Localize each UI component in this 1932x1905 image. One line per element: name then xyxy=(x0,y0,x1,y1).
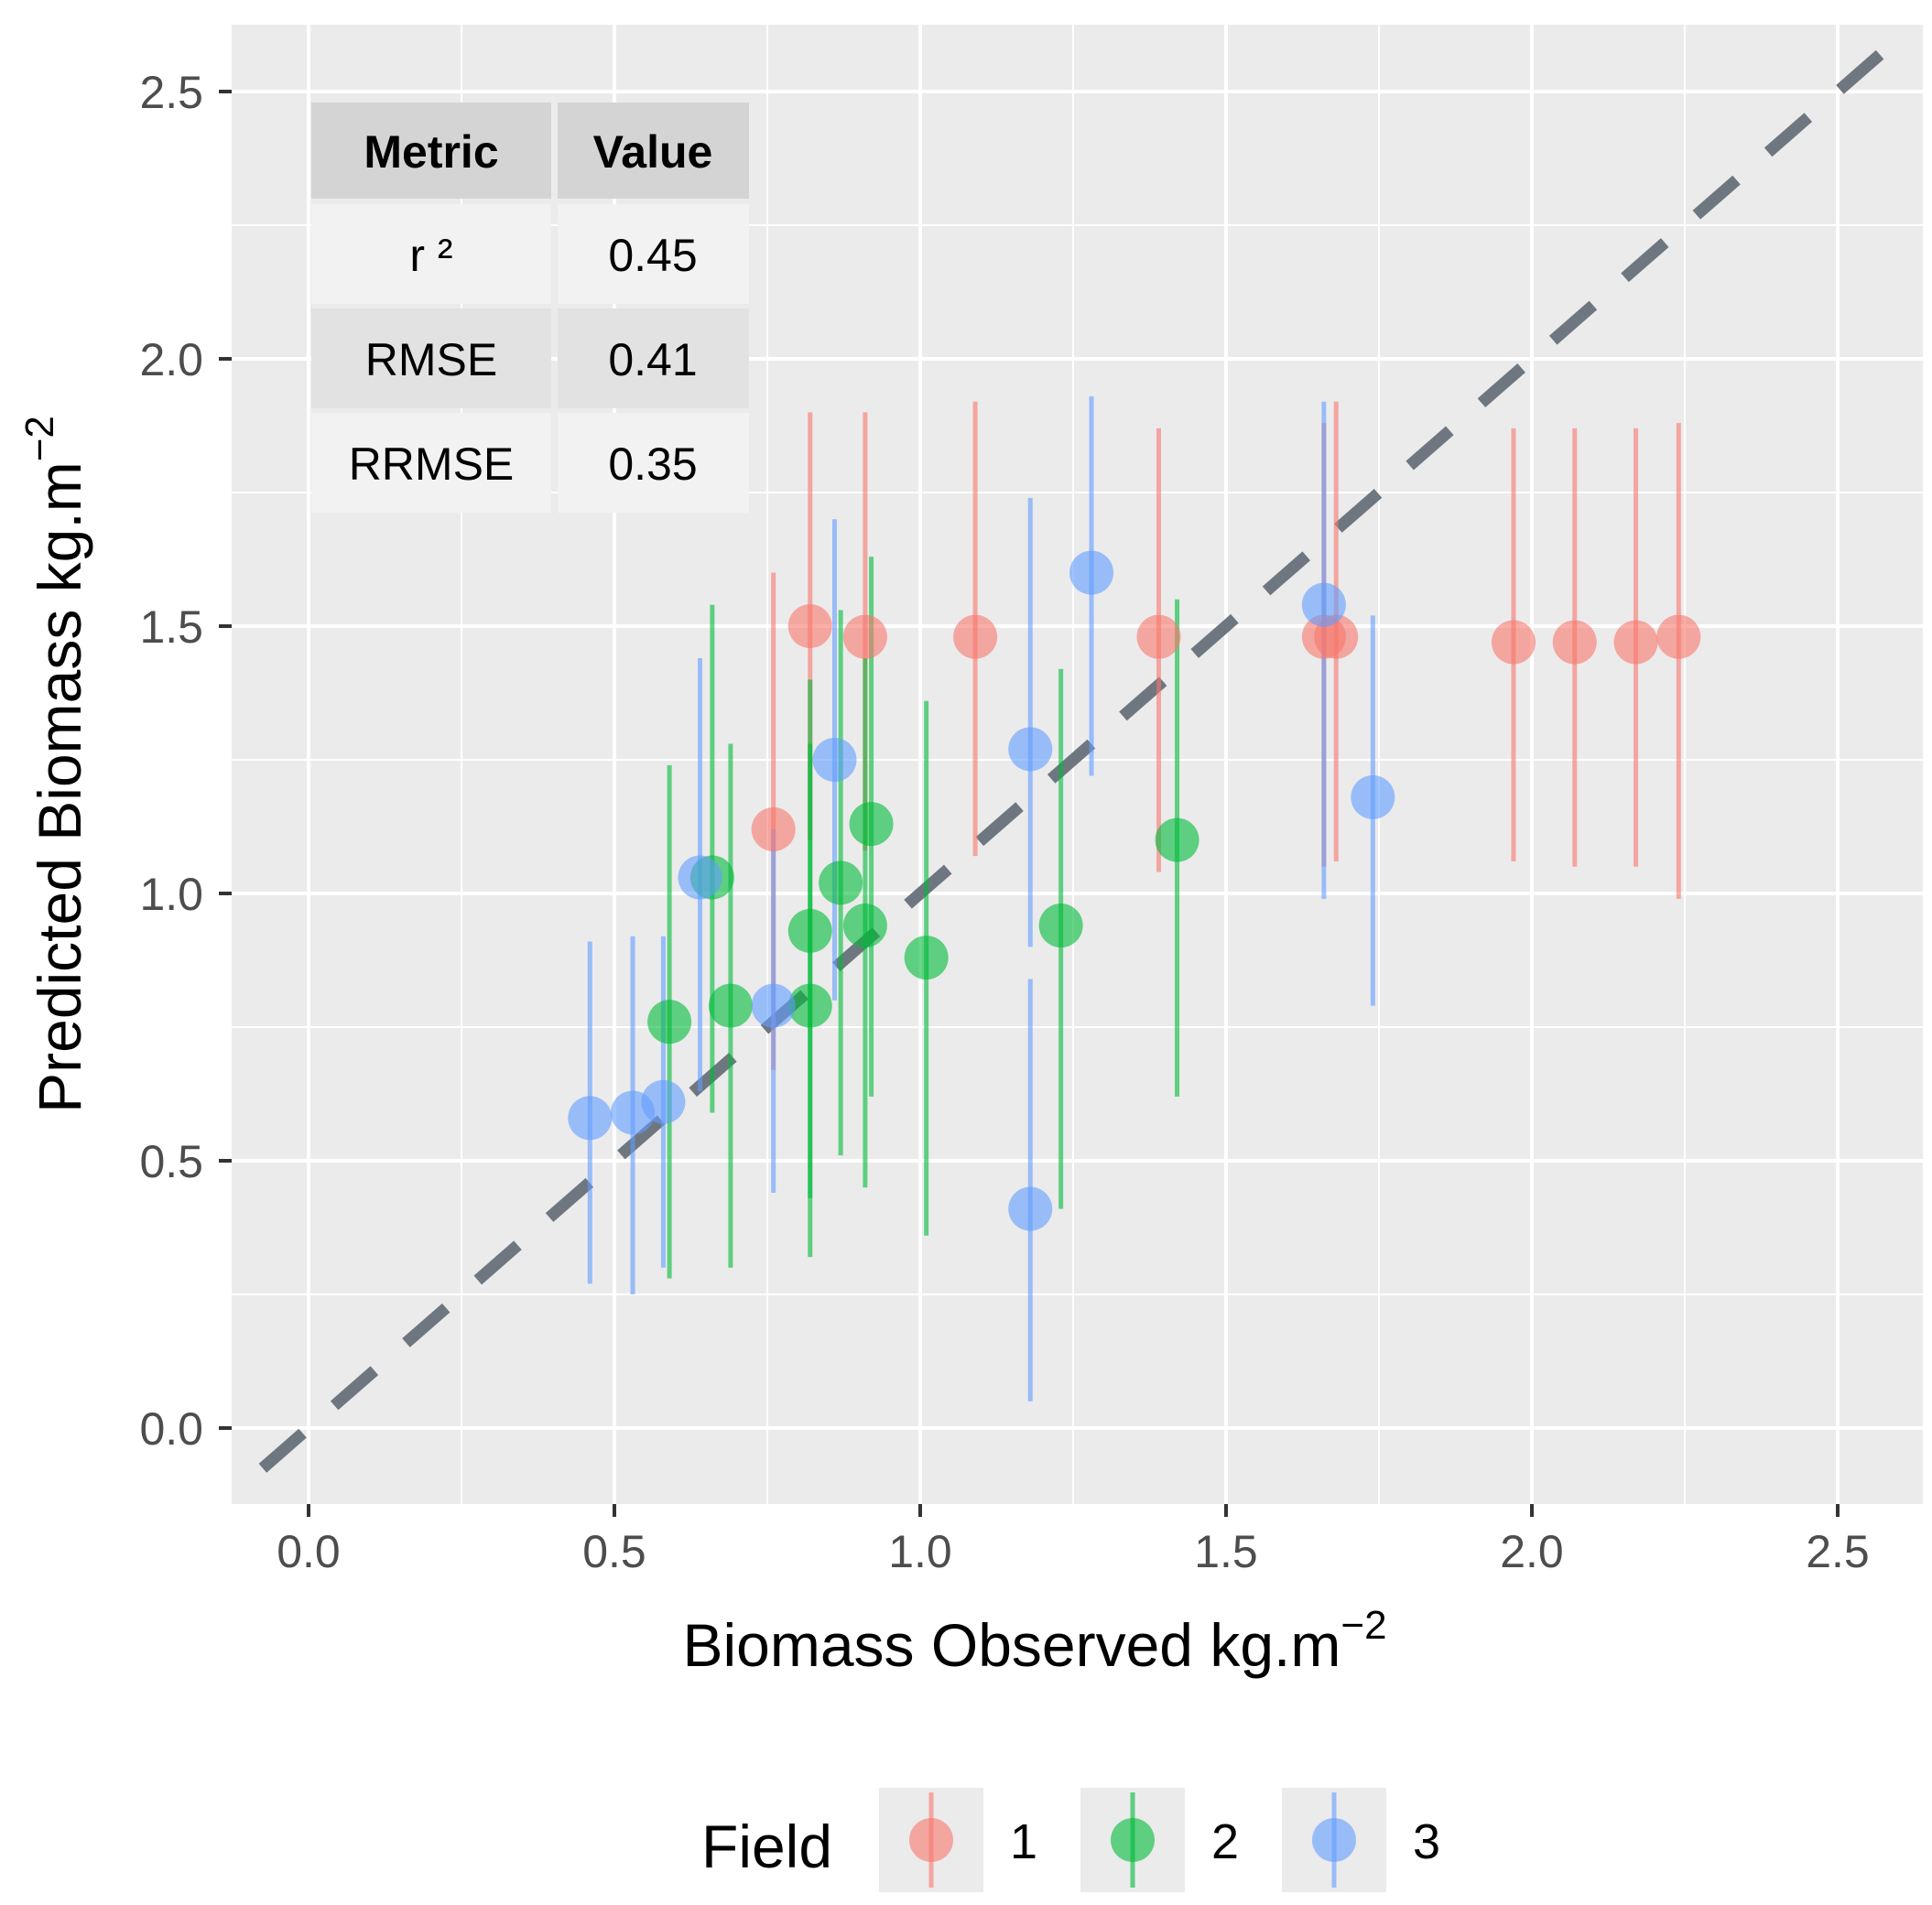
point-field-2 xyxy=(787,908,832,953)
x-tick-label: 2.0 xyxy=(1500,1526,1564,1577)
point-field-1 xyxy=(842,614,887,659)
reference-line-1to1 xyxy=(258,33,1904,1473)
table-value-r2: 0.45 xyxy=(608,230,697,281)
point-field-1 xyxy=(1656,614,1701,659)
data-points xyxy=(568,550,1701,1231)
point-field-3 xyxy=(568,1096,613,1141)
point-field-3 xyxy=(1301,582,1346,627)
point-field-1 xyxy=(751,806,796,851)
table-metric-rrmse: RRMSE xyxy=(349,438,515,490)
legend-title: Field xyxy=(701,1813,832,1880)
point-field-2 xyxy=(647,1000,692,1045)
y-tick-label: 1.0 xyxy=(139,869,203,920)
point-field-3 xyxy=(1351,774,1395,819)
table-header-metric-cell xyxy=(311,103,551,199)
table-value-rrmse: 0.35 xyxy=(608,438,697,490)
y-tick-label: 0.5 xyxy=(139,1136,203,1187)
table-header-metric: Metric xyxy=(364,126,498,178)
point-field-2 xyxy=(1038,904,1083,948)
point-field-2 xyxy=(842,904,887,948)
y-axis-title-text: Predicted Biomass kg.m xyxy=(26,461,93,1113)
point-field-3 xyxy=(1069,550,1114,595)
x-tick-label: 1.5 xyxy=(1194,1526,1258,1577)
point-field-3 xyxy=(678,855,722,900)
point-field-2 xyxy=(904,936,949,980)
point-field-1 xyxy=(1136,614,1181,659)
point-field-3 xyxy=(812,738,857,782)
point-field-1 xyxy=(953,614,998,659)
table-header-value-cell xyxy=(558,103,749,199)
point-field-3 xyxy=(1008,727,1053,772)
point-field-2 xyxy=(849,802,894,847)
point-field-3 xyxy=(1008,1186,1053,1231)
table-metric-rmse: RMSE xyxy=(365,334,497,385)
legend-key-point-1 xyxy=(909,1818,953,1862)
table-row-3-metric-cell xyxy=(311,413,551,513)
point-field-3 xyxy=(751,983,796,1028)
table-row-2-value-cell xyxy=(558,308,749,408)
x-tick-label: 0.0 xyxy=(277,1526,341,1577)
legend: Field 1 2 3 xyxy=(701,1788,1440,1892)
y-axis-title: Predicted Biomass kg.m−2 xyxy=(17,416,93,1113)
x-axis-title-exponent: −2 xyxy=(1340,1603,1386,1648)
point-field-1 xyxy=(787,604,832,648)
point-field-2 xyxy=(708,983,753,1028)
y-tick-label: 2.5 xyxy=(139,67,203,118)
point-field-1 xyxy=(1491,620,1536,665)
table-row-3-value-cell xyxy=(558,413,749,513)
x-tick-label: 1.0 xyxy=(888,1526,952,1577)
legend-label-2: 2 xyxy=(1211,1814,1239,1869)
legend-key-point-3 xyxy=(1312,1818,1356,1862)
legend-label-1: 1 xyxy=(1010,1814,1037,1869)
metrics-table: Metric Value r ² 0.45 RMSE 0.41 RRMSE 0.… xyxy=(311,103,749,513)
table-row-1-value-cell xyxy=(558,204,749,304)
y-tick-label: 2.0 xyxy=(139,334,203,385)
y-axis: 0.0 0.5 1.0 1.5 2.0 2.5 xyxy=(139,67,232,1455)
point-field-2 xyxy=(787,983,832,1028)
x-tick-label: 2.5 xyxy=(1806,1526,1870,1577)
table-row-2-metric-cell xyxy=(311,308,551,408)
y-tick-label: 0.0 xyxy=(139,1403,203,1455)
x-axis-title: Biomass Observed kg.m−2 xyxy=(682,1603,1386,1679)
x-axis-title-text: Biomass Observed kg.m xyxy=(682,1611,1340,1679)
legend-label-3: 3 xyxy=(1413,1814,1440,1869)
point-field-3 xyxy=(641,1079,686,1124)
legend-key-point-2 xyxy=(1111,1818,1155,1862)
y-tick-label: 1.5 xyxy=(139,601,203,653)
point-field-1 xyxy=(1552,620,1597,665)
table-metric-r2: r ² xyxy=(409,230,452,281)
table-header-value: Value xyxy=(593,126,713,178)
point-field-2 xyxy=(819,860,863,905)
x-axis: 0.0 0.5 1.0 1.5 2.0 2.5 xyxy=(277,1504,1870,1577)
table-row-1-metric-cell xyxy=(311,204,551,304)
point-field-1 xyxy=(1613,620,1658,665)
y-axis-title-exponent: −2 xyxy=(17,416,62,461)
x-tick-label: 0.5 xyxy=(582,1526,646,1577)
table-value-rmse: 0.41 xyxy=(608,334,697,385)
point-field-2 xyxy=(1155,817,1199,862)
